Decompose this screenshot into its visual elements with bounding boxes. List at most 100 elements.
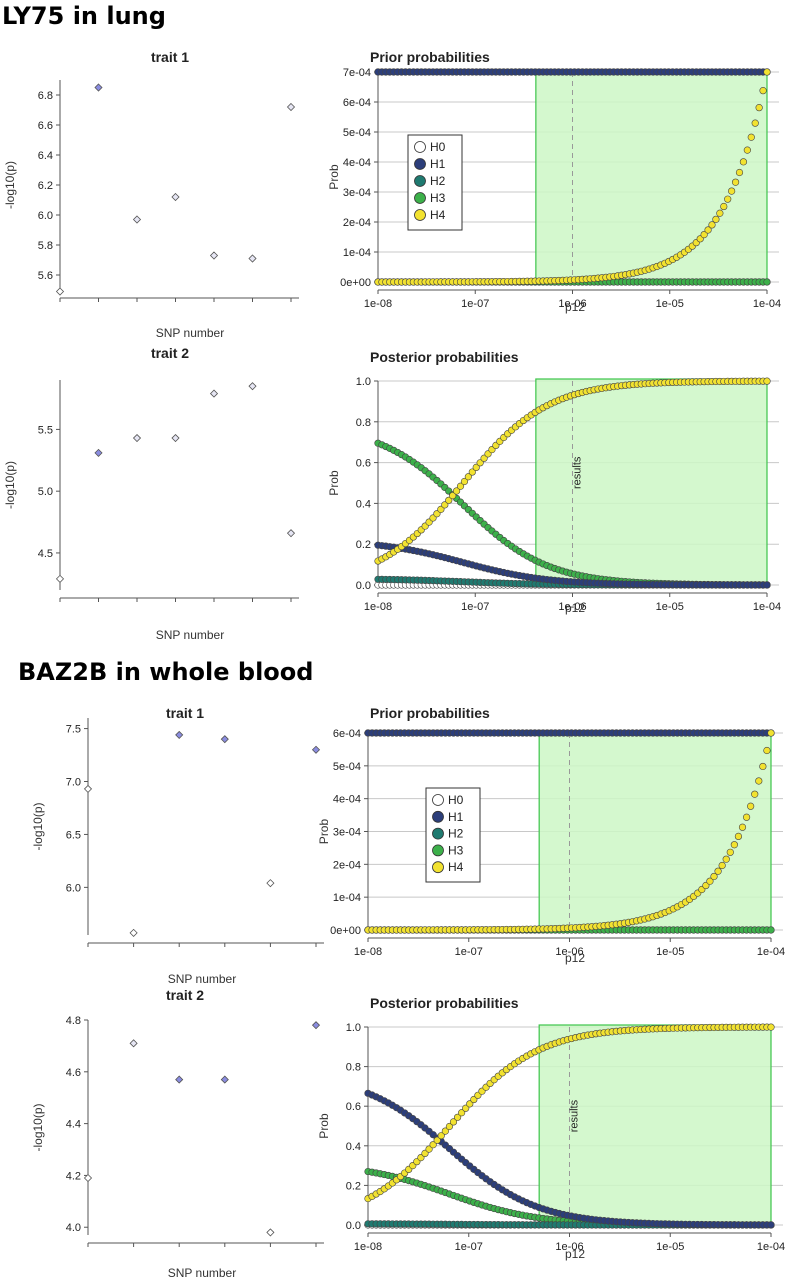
snp-point bbox=[248, 382, 257, 391]
snp-plot-1: trait 1 SNP number -log10(p) 5.6 5.8 6.0 6.2 6.… bbox=[3, 49, 299, 340]
point-h4 bbox=[747, 802, 755, 810]
point-h3 bbox=[767, 926, 775, 934]
point-h4 bbox=[445, 1122, 454, 1131]
y-tick-label: 7.0 bbox=[66, 777, 81, 789]
series-h1 bbox=[364, 1089, 775, 1229]
legend-swatch-h0 bbox=[432, 794, 444, 806]
snp-point bbox=[220, 1075, 229, 1084]
point-h4 bbox=[763, 746, 771, 755]
snp-point bbox=[266, 1228, 275, 1237]
y-axis-label: -log10(p) bbox=[31, 1103, 45, 1151]
y-tick-label: 0.4 bbox=[346, 1141, 361, 1153]
x-tick-label: 1e-04 bbox=[753, 298, 781, 310]
x-tick-label: 1e-08 bbox=[364, 601, 392, 613]
snp-point bbox=[311, 1021, 321, 1030]
point-h4 bbox=[747, 133, 755, 141]
x-tick-label: 1e-06 bbox=[555, 1241, 583, 1253]
series-h1 bbox=[374, 68, 771, 76]
point-h4 bbox=[445, 496, 453, 504]
x-tick-label: 1e-06 bbox=[558, 601, 586, 613]
y-tick-label: 2e-04 bbox=[343, 217, 371, 229]
point-h4 bbox=[702, 881, 710, 890]
legend-label: H0 bbox=[448, 793, 464, 807]
point-h4 bbox=[712, 215, 720, 223]
x-tick-label: 1e-04 bbox=[757, 1241, 785, 1253]
legend-label: H3 bbox=[430, 191, 446, 205]
credible-region bbox=[538, 730, 772, 931]
legend-swatch-h2 bbox=[432, 827, 444, 840]
point-h4 bbox=[735, 168, 744, 177]
y-tick-label: 6.0 bbox=[66, 882, 81, 894]
y-axis-label: -log10(p) bbox=[31, 802, 45, 850]
point-h4 bbox=[714, 867, 722, 875]
snp-plot-7: trait 2 SNP number -log10(p) 4.0 4.2 4.4 4.6 4.… bbox=[31, 987, 324, 1280]
legend-swatch-h4 bbox=[414, 209, 426, 221]
point-h4 bbox=[472, 463, 480, 471]
section-title: BAZ2B in whole blood bbox=[18, 658, 313, 686]
y-tick-label: 0.8 bbox=[356, 417, 371, 429]
y-tick-label: 6.8 bbox=[38, 90, 53, 102]
y-tick-label: 4.0 bbox=[66, 1222, 81, 1234]
point-h1 bbox=[767, 1221, 775, 1229]
point-h4 bbox=[704, 226, 712, 234]
point-h4 bbox=[720, 202, 728, 211]
y-tick-label: 2e-04 bbox=[333, 859, 361, 871]
chart-title: Prior probabilities bbox=[370, 49, 490, 65]
x-axis-label: SNP number bbox=[168, 1266, 236, 1280]
y-tick-label: 0e+00 bbox=[340, 277, 371, 289]
legend-label: H0 bbox=[430, 140, 446, 154]
point-h4 bbox=[466, 1100, 474, 1108]
y-tick-label: 6.0 bbox=[38, 210, 53, 222]
y-tick-label: 0.6 bbox=[346, 1101, 361, 1113]
y-tick-label: 5.5 bbox=[38, 424, 53, 436]
snp-point bbox=[132, 433, 142, 443]
y-tick-label: 3e-04 bbox=[333, 827, 361, 839]
snp-plot-3: trait 2 SNP number -log10(p) 4.5 5.0 5.5 bbox=[3, 345, 299, 642]
credible-region bbox=[535, 69, 768, 283]
point-h4 bbox=[462, 1104, 470, 1112]
point-h4 bbox=[767, 1023, 775, 1031]
chart-title: trait 1 bbox=[151, 49, 189, 65]
point-h4 bbox=[476, 459, 484, 467]
section-title: LY75 in lung bbox=[2, 2, 166, 30]
x-tick-label: 1e-07 bbox=[461, 601, 489, 613]
snp-point bbox=[175, 730, 184, 740]
snp-point bbox=[266, 879, 275, 888]
x-tick-label: 1e-04 bbox=[757, 946, 785, 958]
y-tick-label: 3e-04 bbox=[343, 187, 371, 199]
snp-point bbox=[209, 389, 219, 398]
point-h4 bbox=[708, 221, 716, 229]
point-h4 bbox=[437, 1132, 445, 1140]
snp-point bbox=[55, 287, 65, 296]
point-h4 bbox=[706, 877, 714, 885]
point-h4 bbox=[734, 832, 743, 841]
y-tick-label: 6.2 bbox=[38, 180, 53, 192]
point-h4 bbox=[724, 195, 732, 203]
y-tick-label: 0.2 bbox=[356, 539, 371, 551]
point-h4 bbox=[464, 473, 472, 481]
point-h4 bbox=[759, 87, 767, 95]
y-tick-label: 1e-04 bbox=[343, 247, 371, 259]
point-h1 bbox=[763, 581, 771, 589]
point-h4 bbox=[763, 377, 771, 385]
legend-label: H2 bbox=[448, 827, 464, 841]
legend-swatch-h1 bbox=[414, 158, 426, 170]
y-tick-label: 5.6 bbox=[38, 270, 53, 282]
legend-swatch-h0 bbox=[414, 141, 426, 153]
prob-plot-8: Posterior probabilities p12 Prob 0.0 0.2 0.4 0… bbox=[317, 995, 785, 1261]
y-tick-label: 5e-04 bbox=[343, 127, 371, 139]
prob-plot-4: Posterior probabilities p12 Prob 0.0 0.2 0.4 0… bbox=[327, 349, 781, 615]
y-tick-label: 0.0 bbox=[356, 580, 371, 592]
y-tick-label: 0e+00 bbox=[330, 925, 361, 937]
snp-point bbox=[132, 215, 142, 224]
y-tick-label: 6e-04 bbox=[343, 97, 371, 109]
point-h4 bbox=[456, 482, 465, 490]
y-axis-label: -log10(p) bbox=[3, 461, 17, 509]
point-h4 bbox=[739, 158, 748, 166]
series-h4 bbox=[364, 1023, 775, 1203]
snp-point bbox=[129, 1039, 138, 1048]
x-tick-label: 1e-07 bbox=[455, 946, 483, 958]
snp-point bbox=[311, 745, 321, 754]
point-h4 bbox=[763, 68, 771, 76]
point-h4 bbox=[755, 104, 763, 112]
